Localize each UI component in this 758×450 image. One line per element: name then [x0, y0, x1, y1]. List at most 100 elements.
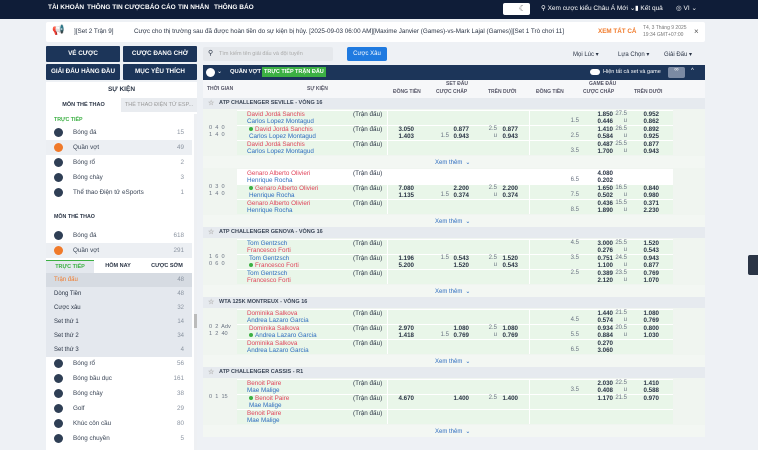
game-handicap-odds[interactable]: 0.884: [597, 332, 613, 339]
game-total-odds[interactable]: 0.769: [643, 270, 659, 277]
game-handicap-odds[interactable]: 0.276: [597, 247, 613, 254]
game-handicap-odds[interactable]: 1.170: [597, 395, 613, 402]
odds-view-select[interactable]: ⚲ Xem cược kiểu Châu Á Mới ⌄: [541, 5, 636, 12]
set-moneyline-odds[interactable]: 1.196: [398, 255, 414, 262]
sidebar-item[interactable]: Khúc côn cầu 80: [46, 416, 192, 431]
sidebar-item[interactable]: Bóng bầu dục 161: [46, 371, 192, 386]
favorites-button[interactable]: MỤC YÊU THÍCH: [123, 64, 197, 80]
league-header[interactable]: ☆ ATP CHALLENGER CASSIS - R1: [203, 367, 705, 378]
tab-sports[interactable]: MÔN THỂ THAO: [62, 102, 105, 108]
game-total-odds[interactable]: 0.980: [643, 192, 659, 199]
game-handicap-odds[interactable]: 0.502: [597, 192, 613, 199]
game-total-odds[interactable]: 0.862: [643, 118, 659, 125]
set-total-odds[interactable]: 0.769: [502, 332, 518, 339]
game-total-odds[interactable]: 1.030: [643, 332, 659, 339]
game-handicap-odds[interactable]: 1.100: [597, 262, 613, 269]
away-team[interactable]: Francesco Forti: [247, 277, 291, 284]
game-handicap-odds[interactable]: 0.446: [597, 118, 613, 125]
league-header[interactable]: ☆ ATP CHALLENGER GENOVA - VÒNG 16: [203, 227, 705, 238]
set-total-odds[interactable]: 0.543: [502, 262, 518, 269]
set-handicap-odds[interactable]: 0.543: [453, 255, 469, 262]
set-total-odds[interactable]: 1.520: [502, 255, 518, 262]
show-more-link[interactable]: Xem thêm ⌄: [435, 218, 470, 225]
set-handicap-odds[interactable]: 1.520: [453, 262, 469, 269]
selection-filter[interactable]: Lựa Chọn ▾: [618, 52, 650, 58]
sub-menu-item[interactable]: Dòng Tiền 48: [46, 287, 192, 301]
home-team[interactable]: Tom Gentzsch: [247, 240, 287, 247]
sidebar-item[interactable]: Bóng chuyền 5: [46, 431, 192, 446]
away-team[interactable]: Carlos Lopez Montagud: [247, 118, 314, 125]
search-input[interactable]: ⚲ Tìm kiếm tên giải đấu và đội tuyển: [203, 47, 333, 61]
time-filter[interactable]: Mọi Lúc ▾: [573, 52, 599, 58]
home-team[interactable]: Tom Gentzsch: [247, 270, 287, 277]
home-team[interactable]: Tom Gentzsch: [249, 255, 289, 262]
sidebar-item[interactable]: Bóng rổ 56: [46, 356, 192, 371]
game-total-odds[interactable]: 0.769: [643, 317, 659, 324]
set-total-odds[interactable]: 1.400: [502, 395, 518, 402]
game-total-odds[interactable]: 0.800: [643, 325, 659, 332]
away-team[interactable]: Henrique Rocha: [247, 177, 293, 184]
set-moneyline-odds[interactable]: 4.670: [398, 395, 414, 402]
theme-toggle[interactable]: ☾: [503, 3, 530, 15]
game-total-odds[interactable]: 1.520: [643, 240, 659, 247]
show-more-row[interactable]: Xem thêm ⌄: [203, 355, 705, 367]
game-total-odds[interactable]: 0.943: [643, 255, 659, 262]
show-more-link[interactable]: Xem thêm ⌄: [435, 358, 470, 365]
game-handicap-odds[interactable]: 0.487: [597, 141, 613, 148]
away-team[interactable]: Mae Malige: [249, 402, 282, 409]
sidebar-item[interactable]: Bóng rổ 2: [46, 155, 192, 170]
set-moneyline-odds[interactable]: 5.200: [398, 262, 414, 269]
set-total-odds[interactable]: 0.877: [502, 126, 518, 133]
star-icon[interactable]: ☆: [208, 299, 215, 306]
home-team[interactable]: Genaro Alberto Olivieri: [249, 185, 318, 192]
home-team[interactable]: David Jordá Sanchis: [247, 111, 305, 118]
game-total-odds[interactable]: 1.070: [643, 277, 659, 284]
game-handicap-odds[interactable]: 2.030: [597, 380, 613, 387]
away-team[interactable]: Francesco Forti: [247, 247, 291, 254]
away-team[interactable]: Francesco Forti: [249, 262, 299, 269]
league-header[interactable]: ☆ WTA 125K MONTREUX - VÒNG 16: [203, 297, 705, 308]
game-total-odds[interactable]: 0.840: [643, 185, 659, 192]
set-handicap-odds[interactable]: 1.080: [453, 325, 469, 332]
away-team[interactable]: Carlos Lopez Montagud: [249, 133, 316, 140]
parlay-button[interactable]: Cược Xâu: [347, 47, 387, 61]
home-team[interactable]: Benoit Paire: [247, 380, 281, 387]
away-team[interactable]: Andrea Lazaro Garcia: [247, 317, 309, 324]
set-total-odds[interactable]: 2.200: [502, 185, 518, 192]
nav-reports[interactable]: BÁO CÁO: [145, 4, 176, 11]
game-total-odds[interactable]: 0.970: [643, 395, 659, 402]
set-handicap-odds[interactable]: 1.400: [453, 395, 469, 402]
game-total-odds[interactable]: 0.588: [643, 387, 659, 394]
home-team[interactable]: Benoit Paire: [247, 410, 281, 417]
set-moneyline-odds[interactable]: 7.080: [398, 185, 414, 192]
sub-menu-item[interactable]: Set thứ 3 4: [46, 343, 192, 357]
away-team[interactable]: Henrique Rocha: [247, 207, 293, 214]
game-total-odds[interactable]: 1.080: [643, 310, 659, 317]
set-handicap-odds[interactable]: 0.769: [453, 332, 469, 339]
game-handicap-odds[interactable]: 0.584: [597, 133, 613, 140]
sidebar-item[interactable]: Bóng chày 38: [46, 386, 192, 401]
set-moneyline-odds[interactable]: 3.050: [398, 126, 414, 133]
home-team[interactable]: David Jordá Sanchis: [249, 126, 313, 133]
home-team[interactable]: Dominika Salkova: [249, 325, 299, 332]
home-team[interactable]: Benoit Paire: [249, 395, 289, 402]
set-moneyline-odds[interactable]: 1.403: [398, 133, 414, 140]
game-handicap-odds[interactable]: 3.000: [597, 240, 613, 247]
away-team[interactable]: Mae Malige: [247, 417, 280, 424]
away-team[interactable]: Mae Malige: [247, 387, 280, 394]
star-icon[interactable]: ☆: [208, 229, 215, 236]
set-moneyline-odds[interactable]: 1.418: [398, 332, 414, 339]
sidebar-item[interactable]: Thể thao Điện tử eSports 1: [46, 185, 192, 200]
away-team[interactable]: Henrique Rocha: [249, 192, 295, 199]
game-handicap-odds[interactable]: 0.751: [597, 255, 613, 262]
game-handicap-odds[interactable]: 1.700: [597, 148, 613, 155]
chevron-down-icon[interactable]: ⌄: [217, 69, 223, 75]
nav-messages[interactable]: TIN NHẮN: [178, 4, 210, 11]
game-handicap-odds[interactable]: 0.202: [597, 177, 613, 184]
league-header[interactable]: ☆ ATP CHALLENGER SEVILLE - VÒNG 16: [203, 98, 705, 109]
sub-menu-item[interactable]: Trận đấu 48: [46, 273, 192, 287]
sidebar-item[interactable]: Quần vợt 291: [46, 243, 192, 258]
show-more-row[interactable]: Xem thêm ⌄: [203, 285, 705, 297]
game-handicap-odds[interactable]: 1.650: [597, 185, 613, 192]
glasses-icon[interactable]: ∞: [668, 67, 685, 78]
